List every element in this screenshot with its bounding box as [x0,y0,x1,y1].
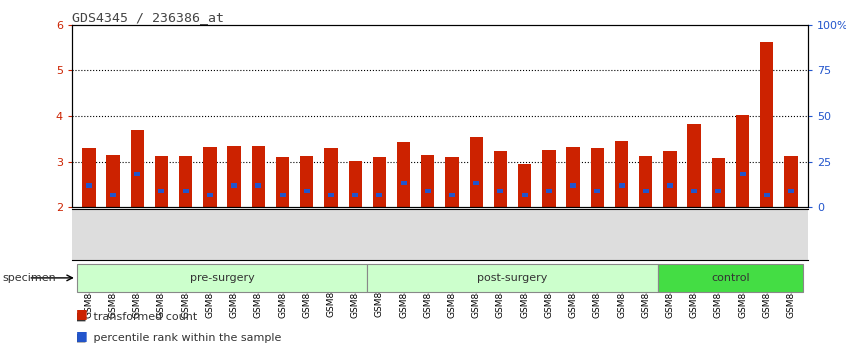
Bar [82,148,96,207]
Bar [711,158,725,207]
Bar [594,189,601,193]
Bar [739,172,745,176]
Bar [445,157,459,207]
Bar [688,124,700,207]
Bar [449,193,455,197]
Bar [691,189,697,193]
Bar [570,183,576,188]
Bar [251,145,265,207]
Bar [663,152,677,207]
Bar [158,189,164,193]
Text: pre-surgery: pre-surgery [190,273,255,283]
Text: ■: ■ [76,329,88,342]
Bar [643,189,649,193]
Bar [567,147,580,207]
Bar [77,263,367,292]
Text: specimen: specimen [3,273,57,283]
Bar [207,193,213,197]
Bar [373,157,386,207]
Bar [764,193,770,197]
Bar [716,189,722,193]
Text: post-surgery: post-surgery [477,273,547,283]
Bar [401,181,407,185]
Bar [155,156,168,207]
Text: ■: ■ [76,307,88,320]
Bar [494,152,507,207]
Text: control: control [711,273,750,283]
Bar [376,193,382,197]
Bar [421,155,435,207]
Bar [425,189,431,193]
Bar [736,115,750,207]
Bar [228,147,241,207]
Bar [203,147,217,207]
Text: ■  transformed count: ■ transformed count [76,312,197,322]
Text: ■  percentile rank within the sample: ■ percentile rank within the sample [76,333,282,343]
Bar [85,183,92,188]
Bar [788,189,794,193]
Bar [591,148,604,207]
Bar [279,193,286,197]
Bar [349,161,362,207]
Bar [276,157,289,207]
Bar [179,156,192,207]
Bar [304,189,310,193]
Bar [784,156,798,207]
Bar [107,155,120,207]
Bar [130,130,144,207]
Bar [135,172,140,176]
Bar [760,42,773,207]
Bar [522,193,528,197]
Bar [300,156,313,207]
Bar [367,263,658,292]
Bar [618,183,624,188]
Bar [328,193,334,197]
Bar [231,183,237,188]
Bar [473,181,479,185]
Bar [183,189,189,193]
Bar [658,263,803,292]
Bar [352,193,358,197]
Bar [255,183,261,188]
Bar [542,150,556,207]
Bar [615,141,629,207]
Bar [470,137,483,207]
Bar [546,189,552,193]
Bar [518,164,531,207]
Text: GDS4345 / 236386_at: GDS4345 / 236386_at [72,11,224,24]
Bar [110,193,116,197]
Bar [497,189,503,193]
Bar [639,156,652,207]
Bar [397,142,410,207]
Bar [667,183,673,188]
Bar [324,148,338,207]
